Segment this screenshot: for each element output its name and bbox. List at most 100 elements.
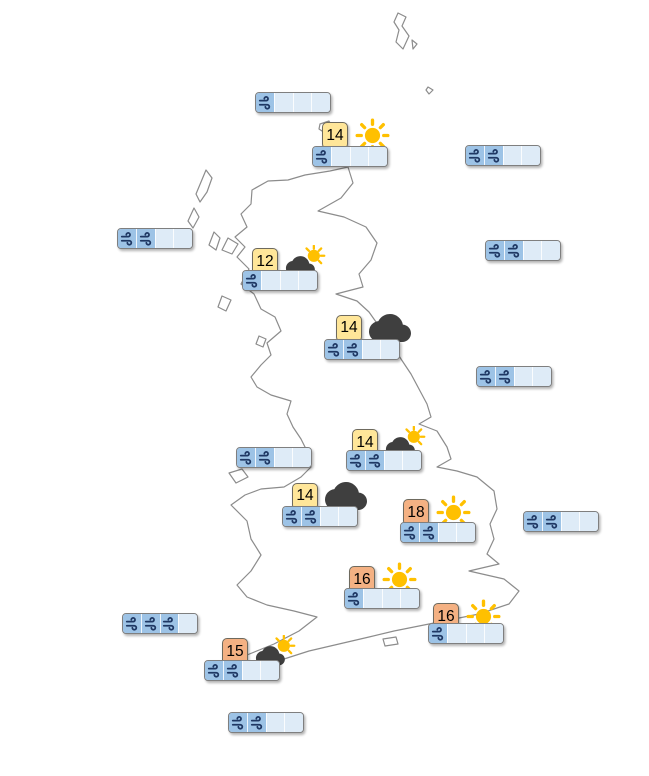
wind-segment-filled — [486, 241, 504, 260]
wind-segment-filled — [246, 713, 266, 732]
wind-segment-empty — [362, 589, 382, 608]
wind-icon — [422, 525, 434, 540]
wind-segment-empty — [154, 229, 174, 248]
wind-segment-empty — [241, 661, 261, 680]
weather-station: 14 — [324, 313, 411, 360]
wind-segment-filled — [222, 661, 242, 680]
wind-icon — [250, 715, 262, 730]
wind-icon — [163, 616, 175, 631]
wind-segment-filled — [123, 614, 141, 633]
wind-segment-empty — [284, 713, 303, 732]
wind-icon — [245, 273, 258, 288]
wind-segment-filled — [342, 340, 362, 359]
wind-strength-bar — [312, 146, 388, 167]
coastline-isle-of-wight — [382, 636, 399, 647]
cloud-icon — [369, 314, 411, 342]
wind-segment-filled — [325, 340, 343, 359]
wind-segment-filled — [229, 713, 247, 732]
wind-segment-empty — [368, 147, 387, 166]
station-row: 14 — [292, 481, 367, 511]
wind-icon — [258, 95, 271, 110]
weather-station: 16 — [428, 599, 504, 644]
wind-segment-filled — [118, 229, 136, 248]
weather-station: 15 — [204, 635, 300, 681]
wind-segment-empty — [513, 367, 533, 386]
wind-icon — [545, 514, 557, 529]
weather-station: 14 — [282, 481, 367, 527]
wind-icon — [468, 148, 481, 163]
wind-segment-empty — [532, 367, 551, 386]
temperature-badge: 14 — [336, 314, 362, 342]
weather-station: 14 — [346, 426, 430, 471]
wind-strength-bar — [282, 506, 358, 527]
wind-segment-empty — [380, 340, 399, 359]
wind-segment-empty — [178, 614, 197, 633]
wind-strength-bar — [428, 623, 504, 644]
wind-strength-bar — [236, 447, 312, 468]
wind-icon — [403, 525, 416, 540]
wind-segment-empty — [541, 241, 560, 260]
wind-icon — [327, 342, 340, 357]
wind-segment-empty — [521, 146, 540, 165]
wind-icon — [120, 231, 133, 246]
wind-segment-empty — [298, 271, 317, 290]
wind-segment-empty — [273, 448, 293, 467]
wind-segment-empty — [265, 713, 285, 732]
wind-segment-filled — [345, 589, 363, 608]
wind-icon — [349, 453, 362, 468]
wind-icon — [479, 369, 492, 384]
wind-icon — [315, 149, 328, 164]
coastline-hebrides — [187, 169, 267, 348]
wind-icon — [239, 450, 252, 465]
wind-segment-filled — [429, 624, 447, 643]
wind-segment-empty — [579, 512, 598, 531]
wind-icon — [346, 342, 358, 357]
wind-icon — [226, 663, 238, 678]
wind-strength-bar — [344, 588, 420, 609]
coastline-fair-isle — [425, 86, 434, 95]
wind-segment-empty — [381, 589, 401, 608]
wind-icon — [285, 509, 298, 524]
wind-segment-filled — [524, 512, 542, 531]
wind-icon — [125, 616, 138, 631]
wind-segment-empty — [330, 147, 350, 166]
wind-icon — [498, 369, 510, 384]
wind-segment-empty — [522, 241, 542, 260]
wind-icon — [487, 148, 499, 163]
wind-segment-empty — [446, 624, 466, 643]
wind-strength-bar — [242, 270, 318, 291]
wind-segment-empty — [361, 340, 381, 359]
wind-icon — [139, 231, 151, 246]
coastline-anglesey — [228, 468, 249, 484]
weather-icon-wrap — [369, 313, 411, 343]
wind-strength-bar — [117, 228, 193, 249]
wind-segment-empty — [437, 523, 457, 542]
wind-segment-filled — [135, 229, 155, 248]
wind-segment-filled — [541, 512, 561, 531]
wind-segment-empty — [400, 589, 419, 608]
wind-segment-empty — [273, 93, 293, 112]
wind-segment-empty — [311, 93, 330, 112]
wind-strength-bar — [346, 450, 422, 471]
wind-segment-filled — [237, 448, 255, 467]
wind-icon — [368, 453, 380, 468]
wind-segment-empty — [260, 661, 279, 680]
wind-segment-filled — [205, 661, 223, 680]
wind-icon — [526, 514, 539, 529]
wind-segment-empty — [349, 147, 369, 166]
wind-segment-filled — [313, 147, 331, 166]
wind-segment-filled — [477, 367, 495, 386]
wind-segment-filled — [347, 451, 365, 470]
wind-segment-filled — [466, 146, 484, 165]
wind-segment-empty — [502, 146, 522, 165]
station-row: 14 — [322, 118, 390, 153]
wind-strength-bar — [523, 511, 599, 532]
wind-segment-empty — [402, 451, 421, 470]
wind-icon — [488, 243, 501, 258]
wind-icon — [258, 450, 270, 465]
wind-strength-bar — [255, 92, 331, 113]
wind-strength-bar — [465, 145, 541, 166]
wind-icon — [347, 591, 360, 606]
wind-segment-empty — [560, 512, 580, 531]
